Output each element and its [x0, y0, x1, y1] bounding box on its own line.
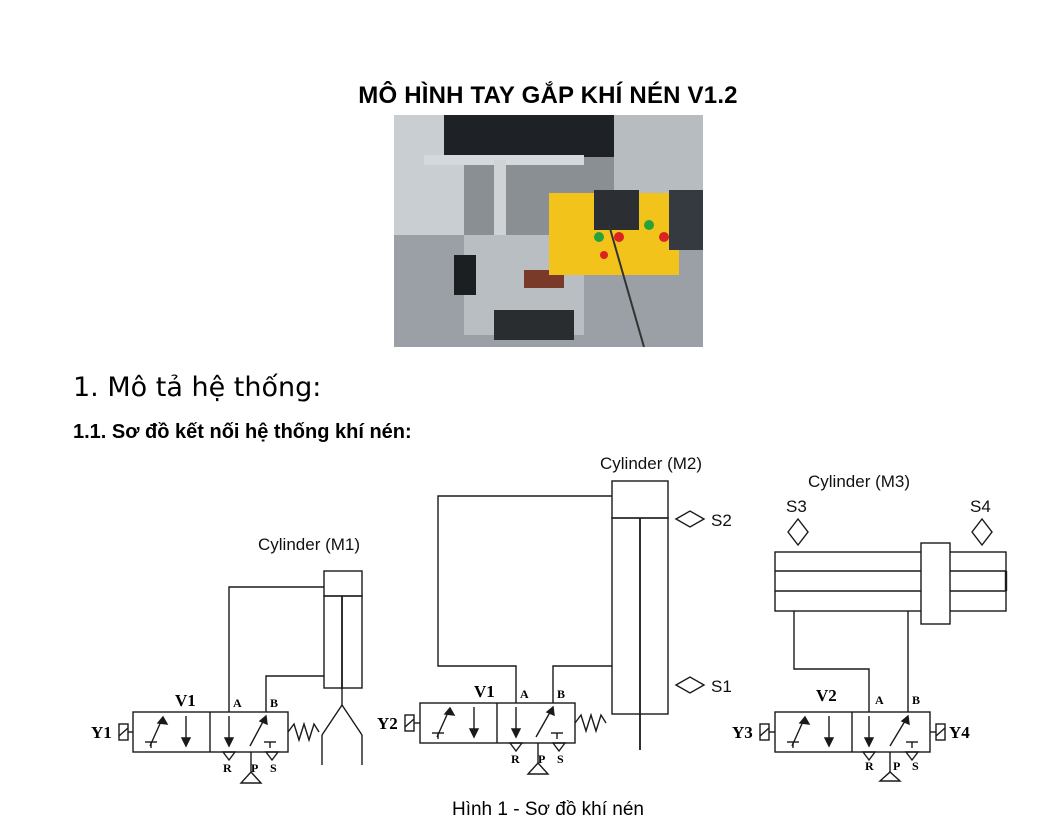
valve-v2-name: V2: [816, 686, 837, 705]
port-p-label: P: [538, 752, 545, 766]
pneumatic-diagram: Cylinder (M1) Cylinder (M2) Cylinder (M3…: [91, 454, 1008, 784]
figure-caption: Hình 1 - Sơ đồ khí nén: [451, 799, 644, 820]
solenoid-y3-label: Y3: [732, 723, 753, 742]
port-s-label: S: [557, 752, 564, 766]
solenoid-y1-label: Y1: [91, 723, 112, 742]
cylinder-m2-label: Cylinder (M2): [600, 454, 702, 473]
sensor-s1-label: S1: [711, 677, 732, 696]
cylinder-m1-label: Cylinder (M1): [258, 535, 360, 554]
sensor-s4-label: S4: [970, 497, 991, 516]
solenoid-y4-label: Y4: [949, 723, 970, 742]
model-photo: [394, 115, 703, 347]
port-p-label: P: [251, 761, 258, 775]
port-p-label: P: [893, 759, 900, 773]
cylinder-m3-label: Cylinder (M3): [808, 472, 910, 491]
solenoid-y2-label: Y2: [377, 714, 398, 733]
sensor-s2-label: S2: [711, 511, 732, 530]
port-a-label: A: [233, 696, 242, 710]
port-r-label: R: [511, 752, 520, 766]
port-a-label: A: [520, 687, 529, 701]
port-b-label: B: [557, 687, 565, 701]
sensor-s3-label: S3: [786, 497, 807, 516]
port-b-label: B: [912, 693, 920, 707]
port-r-label: R: [223, 761, 232, 775]
port-r-label: R: [865, 759, 874, 773]
subsection-heading: 1.1. Sơ đồ kết nối hệ thống khí nén:: [73, 421, 412, 443]
valve-v1-mid-name: V1: [474, 682, 495, 701]
document-title: MÔ HÌNH TAY GẮP KHÍ NÉN V1.2: [358, 82, 738, 109]
port-b-label: B: [270, 696, 278, 710]
port-s-label: S: [270, 761, 277, 775]
port-s-label: S: [912, 759, 919, 773]
section-heading: 1. Mô tả hệ thống:: [73, 372, 322, 403]
port-a-label: A: [875, 693, 884, 707]
valve-v1-left-name: V1: [175, 691, 196, 710]
